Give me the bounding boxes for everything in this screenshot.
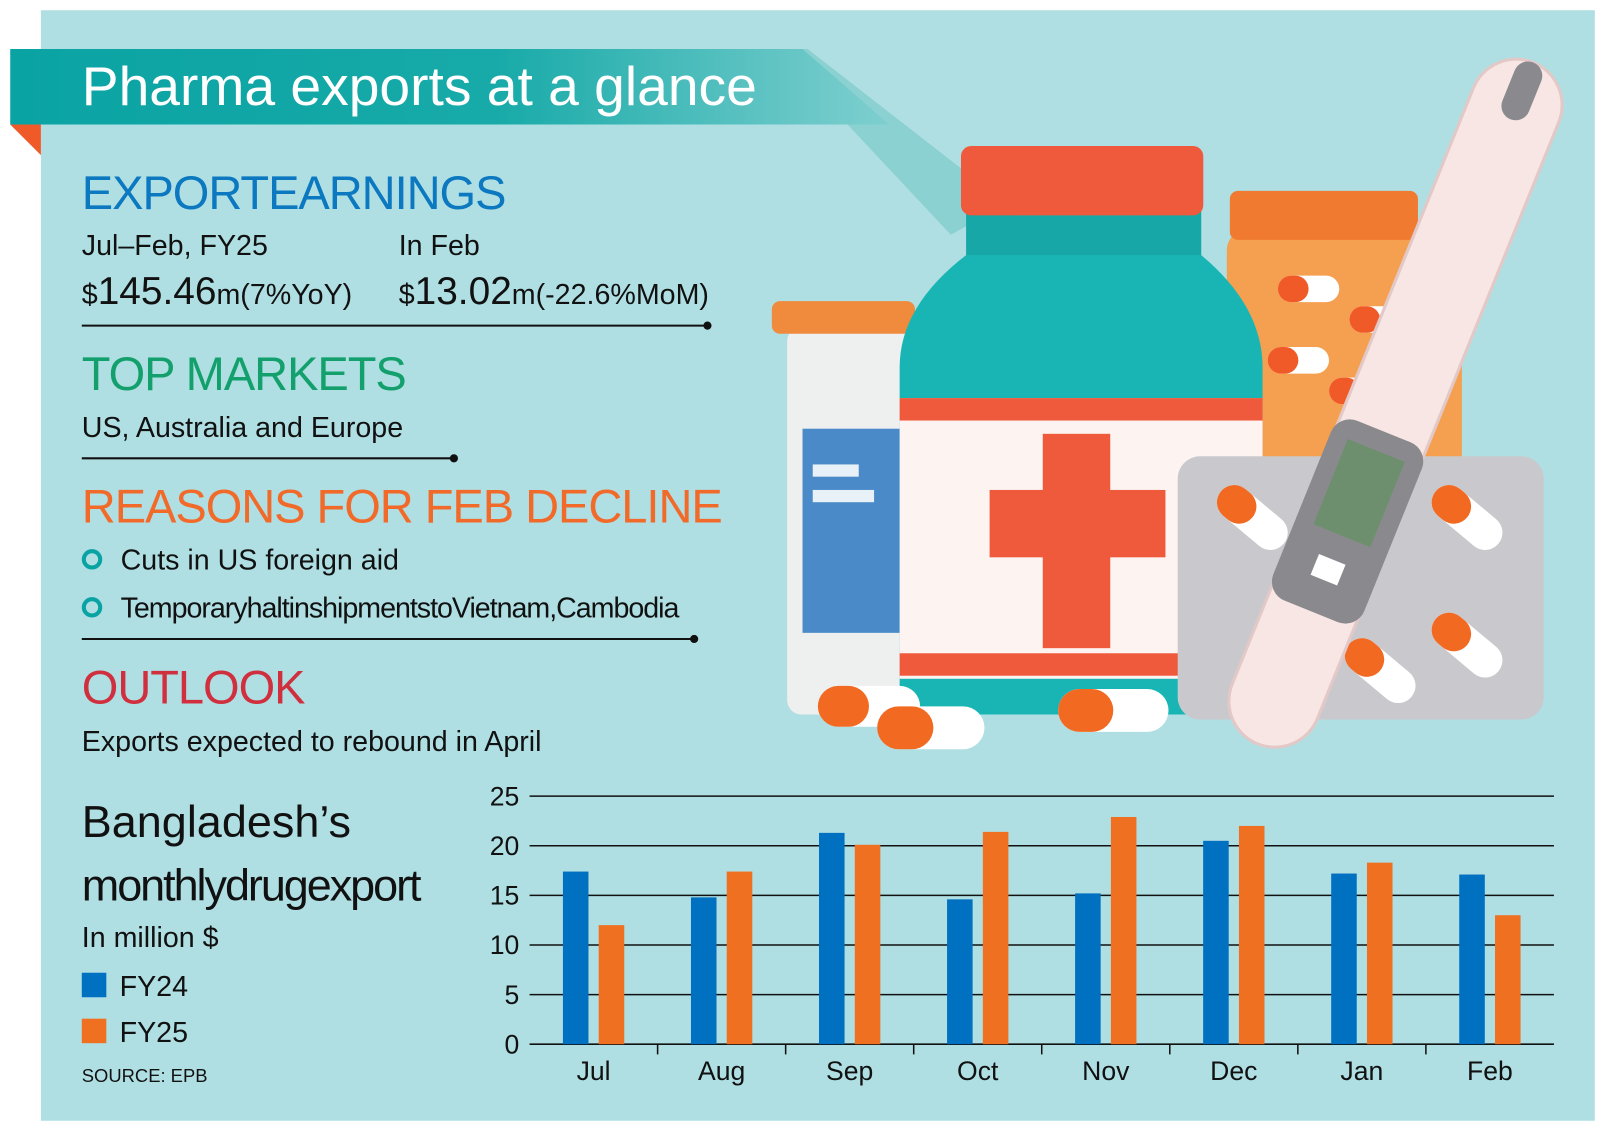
- bar: [819, 832, 845, 1045]
- bar: [1238, 825, 1265, 1045]
- section-text: US, Australia and Europe: [82, 412, 403, 444]
- bar: [854, 844, 881, 1045]
- title-banner: [10, 48, 890, 125]
- y-tick-label: 5: [505, 980, 520, 1010]
- chart-title: monthlydrugexport: [82, 859, 422, 910]
- unit-label: In million $: [82, 922, 219, 954]
- divider-dot: [449, 454, 458, 463]
- bar: [1495, 915, 1521, 1045]
- bar: [1366, 862, 1393, 1045]
- bar: [598, 925, 625, 1045]
- bar: [1459, 874, 1485, 1045]
- bar: [1203, 840, 1229, 1045]
- figure: 145.46: [98, 270, 217, 313]
- x-tick-label: Dec: [1210, 1056, 1257, 1086]
- label: In Feb: [399, 230, 480, 262]
- divider-dot: [690, 634, 699, 644]
- legend-label: FY24: [120, 971, 188, 1003]
- divider-dot: [703, 321, 712, 330]
- label: Jul–Feb, FY25: [82, 230, 268, 262]
- chart-title: Bangladesh’s: [82, 796, 351, 847]
- section-heading: EXPORTEARNINGS: [82, 166, 506, 219]
- list-item: Cuts in US foreign aid: [121, 545, 399, 577]
- illustration: [771, 57, 1564, 750]
- y-tick-label: 20: [490, 831, 520, 861]
- bar: [1110, 816, 1137, 1045]
- y-tick-label: 25: [490, 781, 520, 811]
- currency: $: [82, 279, 98, 311]
- x-tick-label: Jul: [577, 1056, 611, 1086]
- bullet: [81, 549, 103, 570]
- banner-fold: [10, 124, 41, 156]
- x-tick-label: Sep: [826, 1056, 873, 1086]
- bar: [1075, 893, 1101, 1045]
- figure: 13.02: [415, 270, 512, 313]
- suffix: m(-22.6%MoM): [512, 279, 709, 311]
- x-tick-label: Feb: [1467, 1056, 1513, 1086]
- y-tick-label: 0: [505, 1029, 520, 1059]
- bar: [690, 897, 717, 1045]
- bar: [947, 899, 973, 1045]
- earnings-figure: $13.02m(-22.6%MoM): [399, 270, 709, 313]
- legend-swatch: [81, 1018, 107, 1044]
- legend-swatch: [81, 972, 107, 998]
- section-heading: REASONS FOR FEB DECLINE: [82, 480, 722, 533]
- title: Pharma exports at a glance: [82, 55, 757, 117]
- y-tick-label: 10: [490, 930, 520, 960]
- currency: $: [399, 279, 415, 311]
- bullet: [81, 597, 103, 618]
- x-tick-label: Oct: [957, 1056, 999, 1086]
- source: SOURCE: EPB: [82, 1065, 208, 1086]
- section-heading: OUTLOOK: [82, 660, 305, 713]
- legend-label: FY25: [120, 1017, 188, 1049]
- section-heading: TOP MARKETS: [82, 347, 406, 400]
- bar: [982, 831, 1009, 1045]
- bar: [562, 871, 589, 1045]
- y-tick-label: 15: [490, 881, 520, 911]
- bar: [726, 871, 753, 1045]
- x-tick-label: Nov: [1082, 1056, 1130, 1086]
- list-item: TemporaryhaltinshipmentstoVietnam,Cambod…: [121, 593, 680, 625]
- bar-chart: 0 5 10 15 20 25 Jul Aug Sep Oct Nov Dec Jan Feb FY24 FY…: [81, 781, 1554, 1086]
- suffix: m(7%YoY): [216, 279, 352, 311]
- x-tick-label: Aug: [698, 1056, 745, 1086]
- x-tick-label: Jan: [1340, 1056, 1383, 1086]
- bar: [1331, 873, 1357, 1045]
- section-text: Exports expected to rebound in April: [82, 726, 542, 758]
- earnings-figure: $145.46m(7%YoY): [82, 270, 352, 313]
